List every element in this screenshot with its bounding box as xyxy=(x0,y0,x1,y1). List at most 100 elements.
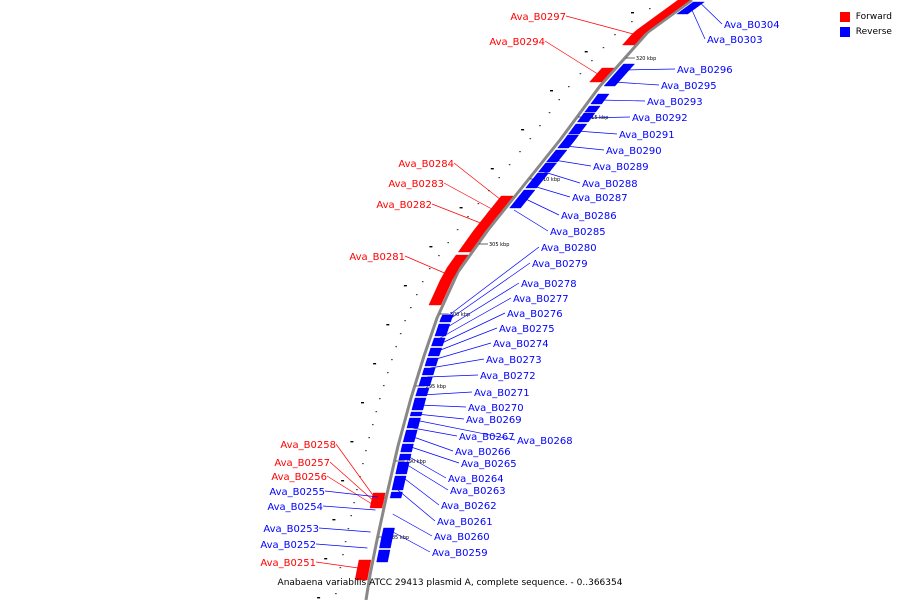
reverse-gene xyxy=(603,77,623,87)
reverse-gene-label: Ava_B0260 xyxy=(434,532,490,543)
gc-dot xyxy=(579,73,582,75)
reverse-leader-line xyxy=(410,435,454,452)
forward-gene xyxy=(354,559,372,581)
reverse-leader-line xyxy=(430,358,485,369)
reverse-leader-line xyxy=(397,489,436,522)
reverse-leader-line xyxy=(414,419,516,441)
gc-dot xyxy=(539,125,541,127)
reverse-leader-line xyxy=(544,171,581,184)
legend-reverse: Reverse xyxy=(839,24,892,39)
scale-tick-label: 290 kbp xyxy=(406,459,426,465)
gc-mark xyxy=(361,402,364,404)
forward-gene-label: Ava_B0294 xyxy=(489,37,545,48)
gc-dot xyxy=(416,294,418,296)
gc-dot xyxy=(337,580,339,582)
gc-dot xyxy=(362,463,364,465)
forward-gene-label: Ava_B0297 xyxy=(510,12,566,23)
legend-forward-swatch xyxy=(839,11,850,22)
gc-dot xyxy=(548,112,551,114)
forward-leader-line xyxy=(404,255,445,274)
reverse-gene xyxy=(676,7,697,15)
gc-mark xyxy=(584,51,588,53)
reverse-leader-line xyxy=(437,312,506,346)
gc-dot xyxy=(372,424,374,426)
reverse-gene-label: Ava_B0254 xyxy=(267,502,323,513)
legend: Forward Reverse xyxy=(839,9,892,39)
gc-dot xyxy=(356,489,358,491)
reverse-leader-line xyxy=(586,116,631,119)
label-text-layer: Ava_B0297 Ava_B0294 Ava_B0284 Ava_B0283 Ava_… xyxy=(260,12,779,569)
reverse-leader-line xyxy=(412,427,458,437)
reverse-leader-line xyxy=(624,68,676,71)
reverse-leader-line xyxy=(576,130,618,135)
reverse-gene xyxy=(584,105,601,113)
scale-tick-label: 295 kbp xyxy=(426,384,446,390)
forward-leader-line xyxy=(329,461,373,501)
reverse-leader-line xyxy=(513,209,549,232)
reverse-gene xyxy=(576,112,596,123)
reverse-gene-label: Ava_B0291 xyxy=(619,130,675,141)
gc-mark xyxy=(550,90,553,92)
reverse-leader-line xyxy=(565,145,605,151)
gc-dot xyxy=(498,177,500,179)
gc-dot xyxy=(631,21,633,23)
reverse-leader-line xyxy=(699,1,723,25)
reverse-leader-line xyxy=(435,327,498,353)
forward-leader-line xyxy=(565,15,634,35)
gc-dot xyxy=(456,229,459,231)
gc-dot xyxy=(344,541,347,543)
gc-mark xyxy=(373,363,377,365)
reverse-gene xyxy=(376,549,391,563)
gc-dot xyxy=(350,515,352,517)
reverse-leader-line xyxy=(427,374,479,378)
scale-tick-label: 305 kbp xyxy=(489,242,509,248)
gc-dot xyxy=(342,554,344,556)
reverse-gene-label: Ava_B0278 xyxy=(521,279,577,290)
gc-mark xyxy=(332,519,336,521)
reverse-leader-line xyxy=(533,185,571,198)
reverse-gene-label: Ava_B0279 xyxy=(532,259,588,270)
reverse-gene-label: Ava_B0290 xyxy=(606,146,662,157)
gc-dot xyxy=(335,593,337,595)
gc-dot xyxy=(375,411,378,413)
reverse-gene-label: Ava_B0269 xyxy=(466,415,522,426)
scale-tick-label: 285 kbp xyxy=(389,535,409,541)
forward-leader-line xyxy=(335,443,374,497)
reverse-leader-line xyxy=(315,543,368,549)
reverse-leader-line xyxy=(613,81,660,86)
reverse-gene-label: Ava_B0255 xyxy=(269,487,325,498)
forward-genes-layer xyxy=(354,0,691,581)
reverse-leader-line xyxy=(392,513,433,537)
reverse-gene-label: Ava_B0274 xyxy=(493,339,549,350)
reverse-leader-line xyxy=(523,197,560,216)
gc-dot xyxy=(368,437,370,439)
reverse-leader-line xyxy=(445,262,531,323)
gc-dot xyxy=(395,346,397,348)
gc-dot xyxy=(529,138,532,140)
reverse-gene-label: Ava_B0289 xyxy=(593,162,649,173)
gc-dot xyxy=(421,281,424,283)
reverse-leader-line xyxy=(322,505,376,511)
reverse-gene xyxy=(421,367,436,376)
reverse-gene-label: Ava_B0295 xyxy=(661,81,717,92)
forward-gene-label: Ava_B0284 xyxy=(398,159,454,170)
reverse-gene-label: Ava_B0270 xyxy=(468,403,524,414)
forward-gene-label: Ava_B0283 xyxy=(388,179,444,190)
backbone-arc xyxy=(364,0,693,600)
gc-dot xyxy=(447,242,449,244)
gc-dot xyxy=(602,47,605,49)
gc-dot xyxy=(649,8,651,10)
reverse-gene xyxy=(391,475,407,491)
reverse-gene xyxy=(398,453,412,461)
gc-dot xyxy=(347,528,350,530)
reverse-gene-label: Ava_B0272 xyxy=(480,371,536,382)
reverse-gene xyxy=(402,429,418,443)
reverse-gene-label: Ava_B0259 xyxy=(432,548,488,559)
label-lines-layer xyxy=(315,1,723,569)
gc-mark xyxy=(324,558,328,560)
reverse-leader-line xyxy=(405,454,447,479)
reverse-gene xyxy=(431,337,446,347)
gc-dot xyxy=(399,333,402,335)
reverse-gene-label: Ava_B0268 xyxy=(517,436,573,447)
gc-dot xyxy=(410,307,412,309)
